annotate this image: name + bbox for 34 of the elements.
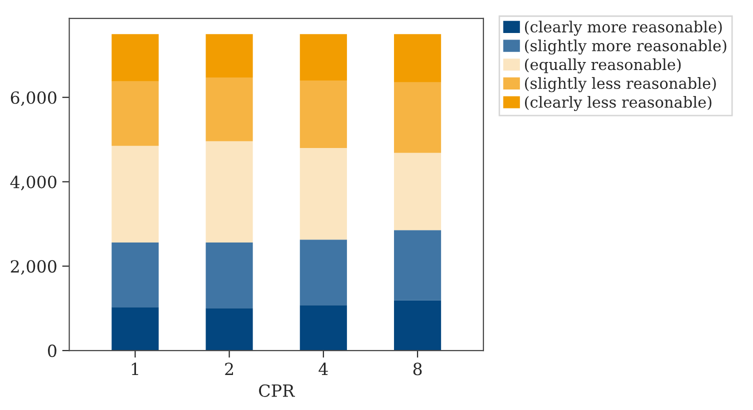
x-tick-label: 1 xyxy=(132,362,138,376)
bar xyxy=(394,34,442,82)
y-tick-label: 4,000 xyxy=(10,176,56,190)
bar xyxy=(112,307,159,351)
bar xyxy=(206,141,253,243)
x-axis-title: CPR xyxy=(259,384,296,397)
y-tick-label: 0 xyxy=(48,344,56,358)
bar xyxy=(300,240,347,306)
y-tick-label: 6,000 xyxy=(10,91,56,106)
legend-label: (equally reasonable) xyxy=(525,58,681,74)
x-tick-label: 2 xyxy=(225,362,233,376)
x-tick-label: 4 xyxy=(318,362,328,376)
bar xyxy=(112,81,159,146)
bar xyxy=(206,34,253,78)
legend-label: (slightly more reasonable) xyxy=(525,40,726,55)
bar xyxy=(394,82,442,153)
bar xyxy=(394,230,442,300)
bar xyxy=(300,148,347,240)
bar xyxy=(206,242,253,308)
legend-label: (clearly less reasonable) xyxy=(525,96,712,112)
bar xyxy=(112,34,159,82)
bar xyxy=(206,308,253,351)
legend-label: (clearly more reasonable) xyxy=(525,20,722,36)
y-tick-label: 2,000 xyxy=(10,260,56,275)
bar xyxy=(206,78,253,142)
legend-label: (slightly less reasonable) xyxy=(525,77,716,92)
bar xyxy=(300,305,347,351)
x-tick-label: 8 xyxy=(413,362,422,376)
bar xyxy=(300,80,347,148)
bar xyxy=(394,152,442,230)
bar xyxy=(300,34,347,80)
bar xyxy=(112,242,159,308)
bar xyxy=(394,300,442,351)
bar xyxy=(112,146,159,243)
